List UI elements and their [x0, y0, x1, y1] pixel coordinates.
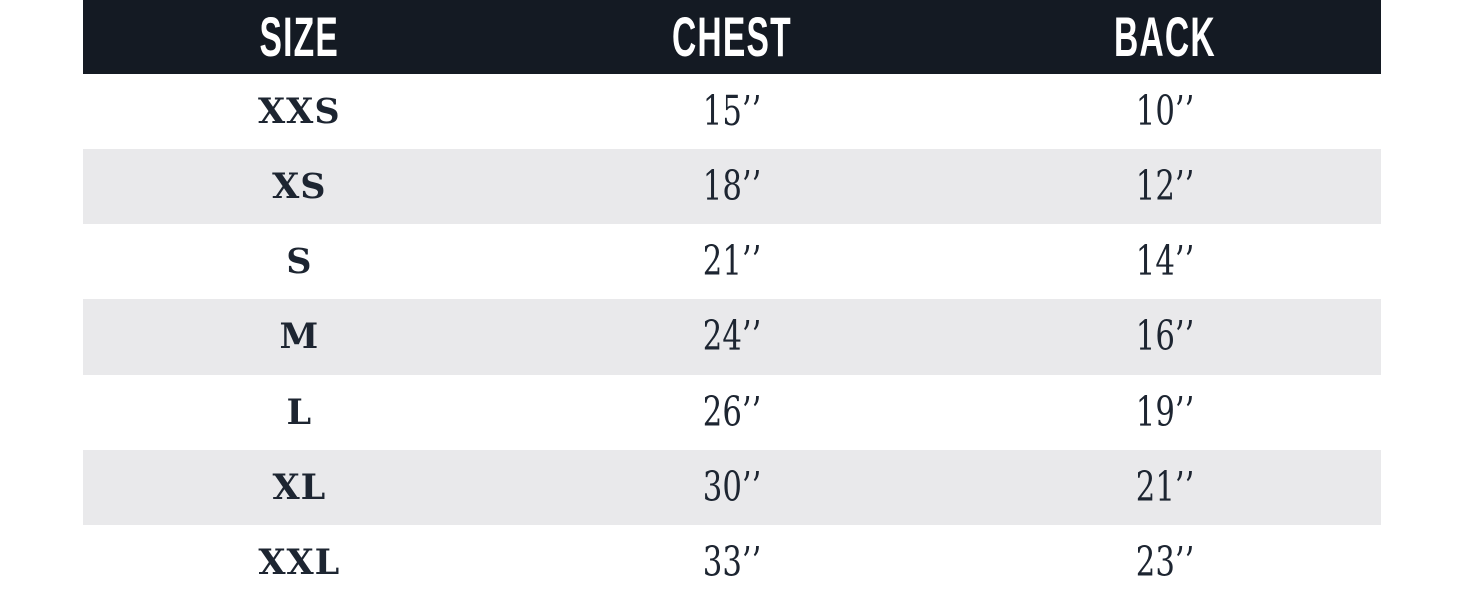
back-cell: 23’’ — [948, 537, 1381, 586]
column-header-back-label: BACK — [1113, 5, 1216, 68]
chest-cell: 30’’ — [516, 462, 949, 511]
column-header-back: BACK — [948, 9, 1381, 65]
back-value: 21’’ — [1135, 462, 1195, 511]
table-row: M 24’’ 16’’ — [83, 299, 1381, 375]
size-cell: XL — [272, 466, 327, 508]
column-header-chest-label: CHEST — [672, 5, 792, 68]
back-cell: 14’’ — [948, 241, 1381, 282]
chest-value: 33’’ — [702, 537, 762, 586]
chest-cell: 33’’ — [516, 537, 949, 586]
back-cell: 10’’ — [948, 91, 1381, 132]
back-value: 14’’ — [1135, 237, 1195, 286]
chest-cell: 18’’ — [516, 166, 949, 207]
chest-cell: 26’’ — [516, 387, 949, 436]
table-header-row: SIZE CHEST BACK — [83, 0, 1381, 74]
size-cell: M — [279, 316, 320, 358]
column-header-size-label: SIZE — [259, 5, 340, 68]
back-cell: 19’’ — [948, 387, 1381, 436]
table-row: XXL 33’’ 23’’ — [83, 524, 1381, 600]
chest-value: 24’’ — [702, 312, 762, 361]
chest-cell: 24’’ — [516, 316, 949, 357]
back-value: 10’’ — [1135, 87, 1195, 136]
size-cell: S — [286, 241, 313, 283]
chest-value: 15’’ — [702, 87, 762, 136]
column-header-chest: CHEST — [516, 9, 949, 65]
column-header-size: SIZE — [83, 9, 516, 65]
chest-value: 18’’ — [702, 162, 762, 211]
back-value: 19’’ — [1135, 387, 1195, 436]
table-body: XXS 15’’ 10’’ XS 18’’ 12’’ S 21’’ 14’’ M… — [83, 74, 1381, 600]
back-value: 23’’ — [1135, 537, 1195, 586]
table-row: S 21’’ 14’’ — [83, 224, 1381, 300]
size-cell: XS — [272, 166, 327, 208]
table-row: XL 30’’ 21’’ — [83, 449, 1381, 525]
chest-value: 21’’ — [702, 237, 762, 286]
size-table: SIZE CHEST BACK XXS 15’’ 10’’ XS 18’’ 12… — [83, 0, 1381, 600]
chest-value: 26’’ — [702, 387, 762, 436]
size-cell: L — [286, 391, 313, 433]
table-row: XS 18’’ 12’’ — [83, 149, 1381, 225]
table-row: L 26’’ 19’’ — [83, 374, 1381, 450]
chest-value: 30’’ — [702, 462, 762, 511]
chest-cell: 15’’ — [516, 91, 949, 132]
back-cell: 12’’ — [948, 166, 1381, 207]
back-cell: 16’’ — [948, 316, 1381, 357]
back-cell: 21’’ — [948, 462, 1381, 511]
table-row: XXS 15’’ 10’’ — [83, 74, 1381, 150]
back-value: 12’’ — [1135, 162, 1195, 211]
size-cell: XXS — [258, 91, 341, 133]
chest-cell: 21’’ — [516, 241, 949, 282]
size-cell: XXL — [258, 541, 341, 583]
back-value: 16’’ — [1135, 312, 1195, 361]
